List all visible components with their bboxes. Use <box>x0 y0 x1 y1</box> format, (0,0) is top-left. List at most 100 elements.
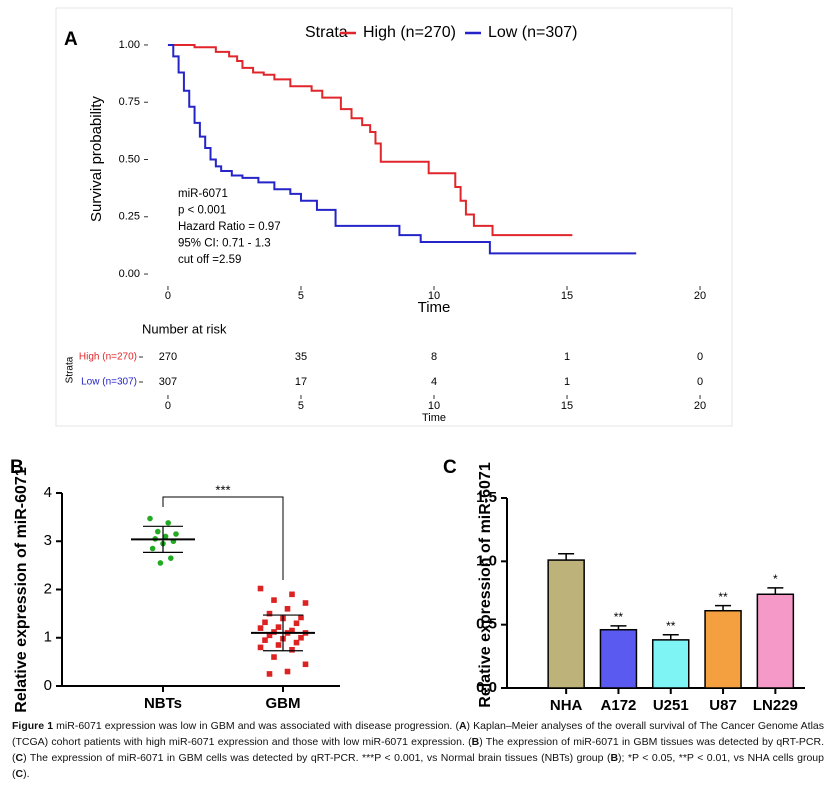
data-point <box>302 600 309 606</box>
risk-count: 0 <box>697 376 703 388</box>
y-axis-title: Relative expression of miR-6071 <box>13 467 30 713</box>
risk-count: 1 <box>564 376 570 388</box>
legend-label: Low (n=307) <box>488 24 577 41</box>
y-tick-label: 1.00 <box>119 39 140 51</box>
caption-text: C <box>15 768 24 780</box>
data-point <box>266 610 273 617</box>
y-tick-label: 3 <box>44 532 52 549</box>
risk-count: 270 <box>159 351 177 363</box>
survival-curve <box>167 43 637 255</box>
data-point <box>262 619 268 626</box>
caption-text: Figure 1 <box>12 720 54 732</box>
caption-text: ). <box>23 768 30 780</box>
panel-label: A <box>64 29 78 50</box>
data-point <box>298 614 304 621</box>
data-point <box>173 531 179 537</box>
data-point <box>275 624 282 630</box>
risk-count: 35 <box>295 351 307 363</box>
significance-label: * <box>773 572 778 586</box>
y-tick-label: 0.0 <box>476 679 497 696</box>
risk-table-title: Number at risk <box>142 321 227 336</box>
data-point <box>271 654 277 660</box>
bar <box>599 628 638 689</box>
risk-x-tick-label: 20 <box>694 400 706 412</box>
caption-text: C <box>15 752 24 764</box>
data-point <box>284 606 291 612</box>
figure: A Strata High (n=270) Low (n=307)0.000.250.… <box>10 7 805 714</box>
bar <box>547 559 585 689</box>
caption-text: miR-6071 expression was low in GBM and w… <box>53 720 459 732</box>
risk-x-axis-title: Time <box>422 412 446 424</box>
x-tick-label: 10 <box>428 290 440 302</box>
y-tick-label: 0.50 <box>119 153 140 165</box>
data-point <box>289 647 295 653</box>
y-tick-label: 0 <box>44 677 52 694</box>
risk-row-label: Low (n=307) <box>81 377 137 388</box>
x-tick-label: GBM <box>266 695 301 712</box>
x-tick-label: 20 <box>694 290 706 302</box>
data-point <box>155 528 161 535</box>
panel-label: C <box>443 457 457 478</box>
data-point <box>266 632 273 639</box>
significance-bracket <box>162 496 284 580</box>
y-axis-title: Survival probability <box>88 96 105 222</box>
data-point <box>257 585 264 592</box>
y-tick-label: 0.5 <box>476 616 497 633</box>
significance-label: ** <box>718 590 728 604</box>
data-point <box>302 661 309 668</box>
bar <box>704 609 742 689</box>
bar <box>756 593 795 689</box>
x-tick-label: NBTs <box>144 695 182 712</box>
legend-label: High (n=270) <box>363 24 456 41</box>
y-tick-label: 1.5 <box>476 489 497 506</box>
y-tick-label: 0.00 <box>119 268 140 280</box>
y-tick-label: 4 <box>44 484 52 501</box>
risk-x-tick-label: 0 <box>165 400 171 412</box>
x-axis-title: Time <box>418 299 451 316</box>
y-axis-title: Relative expression of miR-6071 <box>477 462 494 708</box>
data-point <box>289 591 295 598</box>
significance-label: ** <box>666 619 676 633</box>
data-point <box>275 642 282 648</box>
y-tick-label: 0.25 <box>119 211 140 223</box>
significance-label: ** <box>614 610 624 624</box>
risk-strata-label: Strata <box>65 356 76 383</box>
data-point <box>149 545 156 552</box>
x-tick-label: A172 <box>601 697 637 714</box>
risk-x-tick-label: 5 <box>298 400 304 412</box>
risk-count: 0 <box>697 351 703 363</box>
legend-title: Strata <box>305 24 348 41</box>
data-point <box>147 515 153 522</box>
data-point <box>157 560 164 566</box>
x-tick-label: 0 <box>165 290 171 302</box>
bar <box>652 639 690 689</box>
caption-text: ) The expression of miR-6071 in GBM cell… <box>23 752 611 764</box>
annotation: Hazard Ratio = 0.97 <box>178 221 281 233</box>
data-point <box>257 644 264 651</box>
caption-text: ) The expression of miR-6071 in GBM tiss… <box>12 736 824 764</box>
risk-x-tick-label: 15 <box>561 400 573 412</box>
annotation: miR-6071 <box>178 188 228 200</box>
x-tick-label: LN229 <box>753 697 798 714</box>
annotation: p < 0.001 <box>178 205 226 217</box>
data-point <box>289 627 295 634</box>
y-tick-label: 2 <box>44 580 52 597</box>
data-point <box>271 597 277 603</box>
data-point <box>298 634 304 641</box>
data-point <box>162 533 169 540</box>
data-point <box>165 520 171 526</box>
y-tick-label: 1.0 <box>476 552 497 569</box>
annotation: 95% CI: 0.71 - 1.3 <box>178 238 271 250</box>
data-point <box>262 637 268 643</box>
caption-text: ); *P < 0.05, **P < 0.01, vs NHA cells g… <box>12 752 824 780</box>
survival-curve <box>167 43 573 237</box>
data-point <box>293 620 300 627</box>
x-tick-label: U87 <box>709 697 737 714</box>
risk-count: 17 <box>295 376 307 388</box>
risk-row-label: High (n=270) <box>79 352 137 363</box>
significance-label: *** <box>215 482 230 497</box>
y-tick-label: 1 <box>44 629 52 646</box>
risk-x-tick-label: 10 <box>428 400 440 412</box>
caption: Figure 1 miR-6071 expression was low in … <box>12 718 824 782</box>
